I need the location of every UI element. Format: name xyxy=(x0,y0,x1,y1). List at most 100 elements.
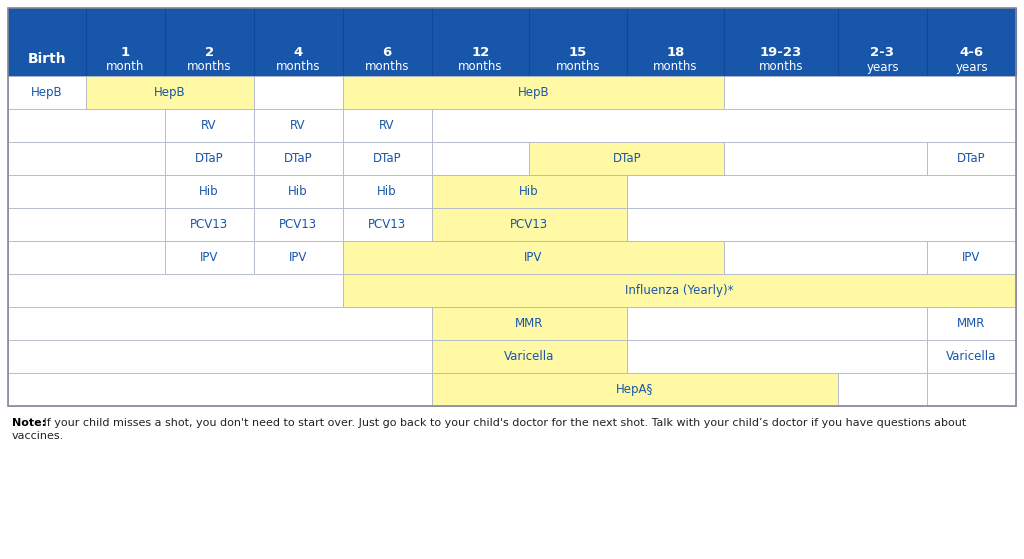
Text: Birth: Birth xyxy=(28,52,67,66)
Text: HepB: HepB xyxy=(518,86,549,99)
Text: Hib: Hib xyxy=(377,185,397,198)
Text: DTaP: DTaP xyxy=(284,152,312,165)
Bar xyxy=(8,109,165,142)
Text: Varicella: Varicella xyxy=(504,350,554,363)
Text: HepB: HepB xyxy=(32,86,62,99)
Bar xyxy=(927,241,1016,274)
Bar xyxy=(431,208,627,241)
Bar xyxy=(431,373,838,406)
Bar xyxy=(254,175,343,208)
Bar xyxy=(254,208,343,241)
Bar xyxy=(8,76,86,109)
Bar xyxy=(86,8,165,76)
Bar xyxy=(927,142,1016,175)
Text: months: months xyxy=(458,60,503,73)
Text: DTaP: DTaP xyxy=(195,152,223,165)
Bar xyxy=(343,8,431,76)
Bar xyxy=(431,307,627,340)
Text: months: months xyxy=(556,60,600,73)
Bar xyxy=(627,307,927,340)
Bar xyxy=(343,76,724,109)
Text: RV: RV xyxy=(291,119,306,132)
Text: months: months xyxy=(759,60,804,73)
Text: If your child misses a shot, you don't need to start over. Just go back to your : If your child misses a shot, you don't n… xyxy=(40,418,967,428)
Text: MMR: MMR xyxy=(957,317,986,330)
Bar xyxy=(431,175,627,208)
Text: Varicella: Varicella xyxy=(946,350,996,363)
Bar xyxy=(627,340,927,373)
Text: PCV13: PCV13 xyxy=(510,218,548,231)
Text: months: months xyxy=(653,60,697,73)
Bar xyxy=(86,76,254,109)
Text: 4-6: 4-6 xyxy=(959,46,984,59)
Bar xyxy=(8,142,165,175)
Bar xyxy=(8,307,431,340)
Text: 1: 1 xyxy=(121,46,130,59)
Bar xyxy=(343,142,431,175)
Text: month: month xyxy=(106,60,144,73)
Text: 19-23: 19-23 xyxy=(760,46,802,59)
Bar xyxy=(8,373,431,406)
Bar xyxy=(254,241,343,274)
Text: RV: RV xyxy=(379,119,395,132)
Text: 12: 12 xyxy=(471,46,489,59)
Bar xyxy=(838,373,927,406)
Bar xyxy=(343,175,431,208)
Text: months: months xyxy=(275,60,321,73)
Text: Influenza (Yearly)*: Influenza (Yearly)* xyxy=(625,284,733,297)
Bar xyxy=(165,8,254,76)
Bar xyxy=(724,142,927,175)
Text: DTaP: DTaP xyxy=(612,152,641,165)
Bar xyxy=(343,109,431,142)
Text: PCV13: PCV13 xyxy=(279,218,317,231)
Text: Note:: Note: xyxy=(12,418,46,428)
Bar xyxy=(165,142,254,175)
Bar xyxy=(627,8,724,76)
Bar xyxy=(529,8,627,76)
Bar xyxy=(165,241,254,274)
Bar xyxy=(724,76,1016,109)
Text: DTaP: DTaP xyxy=(373,152,401,165)
Text: years: years xyxy=(866,60,899,73)
Text: PCV13: PCV13 xyxy=(368,218,407,231)
Text: vaccines.: vaccines. xyxy=(12,431,65,441)
Bar xyxy=(838,8,927,76)
Text: RV: RV xyxy=(202,119,217,132)
Bar xyxy=(431,109,1016,142)
Bar xyxy=(529,142,724,175)
Bar xyxy=(254,76,343,109)
Text: PCV13: PCV13 xyxy=(190,218,228,231)
Bar xyxy=(8,8,86,76)
Text: 18: 18 xyxy=(667,46,685,59)
Bar xyxy=(254,142,343,175)
Text: HepA§: HepA§ xyxy=(616,383,653,396)
Bar xyxy=(343,241,724,274)
Text: 15: 15 xyxy=(568,46,587,59)
Text: DTaP: DTaP xyxy=(957,152,986,165)
Bar xyxy=(724,241,927,274)
Text: IPV: IPV xyxy=(289,251,307,264)
Bar xyxy=(627,175,1016,208)
Bar xyxy=(343,208,431,241)
Bar xyxy=(627,208,1016,241)
Text: 6: 6 xyxy=(382,46,392,59)
Bar xyxy=(431,142,529,175)
Bar xyxy=(254,109,343,142)
Bar xyxy=(431,8,529,76)
Text: IPV: IPV xyxy=(200,251,218,264)
Text: Hib: Hib xyxy=(200,185,219,198)
Bar xyxy=(8,241,165,274)
Bar xyxy=(165,208,254,241)
Bar xyxy=(431,340,627,373)
Text: 4: 4 xyxy=(294,46,303,59)
Bar xyxy=(165,175,254,208)
Text: years: years xyxy=(955,60,988,73)
Bar xyxy=(724,8,838,76)
Bar xyxy=(927,340,1016,373)
Text: 2-3: 2-3 xyxy=(870,46,895,59)
Bar xyxy=(927,307,1016,340)
Text: MMR: MMR xyxy=(515,317,544,330)
Bar xyxy=(165,109,254,142)
Bar xyxy=(927,8,1016,76)
Text: months: months xyxy=(186,60,231,73)
